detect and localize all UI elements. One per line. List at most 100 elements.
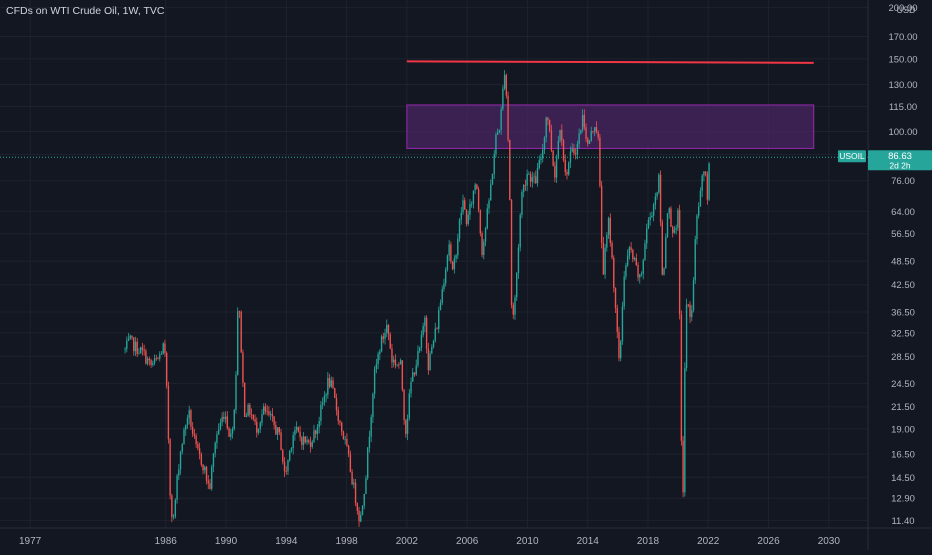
zone-rectangle[interactable] [406, 104, 815, 149]
candle-body [448, 244, 450, 256]
price-tick-label: 100.00 [888, 127, 917, 138]
candle-body [379, 351, 381, 354]
candle-body [188, 410, 190, 419]
candle-body [335, 397, 338, 411]
candle-body [165, 352, 168, 386]
candle-body [207, 480, 209, 484]
candle-body [519, 215, 521, 248]
candle-body [327, 378, 329, 395]
candle-body [614, 288, 617, 309]
candle-body [276, 427, 279, 435]
candle-body [585, 127, 587, 139]
candle-body [555, 158, 558, 178]
candle-body [697, 206, 700, 216]
time-tick-label: 2026 [757, 536, 780, 547]
time-axis[interactable]: 1977 1986 1990 1994 1998 2002 2006 2010 2014 2018… [0, 527, 932, 547]
candle-body [616, 308, 618, 332]
candle-body [406, 418, 409, 434]
candle-body [285, 471, 287, 472]
candle-body [133, 337, 135, 352]
candle-body [375, 364, 378, 370]
candle-body [347, 445, 350, 455]
candle-body [484, 228, 487, 242]
price-axis[interactable]: 200.00170.00150.00130.00115.00100.0088.0… [838, 0, 932, 550]
candles [124, 70, 710, 527]
resistance-line[interactable] [406, 60, 814, 64]
candle-body [219, 422, 222, 430]
candle-body [535, 176, 537, 184]
candle-body [462, 200, 464, 213]
candle-body [607, 217, 610, 235]
candle-body [354, 482, 357, 504]
candle-body [294, 429, 296, 435]
candle-body [382, 336, 384, 339]
candle-body [164, 343, 166, 353]
price-tick-label: 130.00 [888, 80, 917, 91]
candle-body [613, 257, 615, 289]
candle-body [633, 258, 636, 260]
candle-body [372, 393, 374, 418]
time-tick-label: 2030 [818, 536, 841, 547]
candle-body [283, 461, 286, 472]
candle-body [224, 416, 227, 419]
candle-body [509, 139, 511, 201]
candle-body [583, 114, 586, 128]
candle-body [573, 148, 575, 154]
time-tick-label: 2010 [516, 536, 539, 547]
candle-body [557, 140, 560, 159]
supply-zone[interactable] [406, 104, 815, 149]
price-tick-label: 170.00 [888, 32, 917, 43]
candle-body [131, 335, 133, 338]
candle-body [703, 171, 705, 176]
candle-body [275, 425, 277, 435]
candle-body [252, 415, 255, 420]
candle-body [308, 440, 310, 443]
candle-body [337, 410, 339, 421]
candle-body [153, 358, 156, 364]
candle-body [580, 130, 582, 134]
candle-body [682, 440, 684, 493]
candle-body [263, 406, 265, 415]
candle-body [458, 219, 461, 239]
candle-body [394, 359, 397, 366]
price-axis-panel [868, 0, 932, 550]
candle-body [609, 217, 612, 243]
candle-body [432, 340, 435, 347]
candle-body [212, 453, 215, 467]
candle-body [313, 430, 315, 443]
candle-body [587, 138, 589, 144]
candle-body [339, 420, 341, 423]
candle-body [401, 360, 404, 390]
candle-body [576, 143, 579, 155]
candle-body [443, 283, 445, 290]
candle-body [446, 255, 449, 270]
candle-body [418, 347, 421, 351]
candle-body [548, 120, 551, 131]
annotation-lines[interactable] [0, 60, 868, 158]
candle-body [344, 438, 346, 440]
candle-body [204, 466, 206, 471]
candle-body [157, 358, 159, 360]
candle-body [658, 174, 660, 193]
candle-body [278, 427, 281, 433]
candle-body [389, 334, 391, 349]
symbol-tag[interactable]: USOIL [838, 150, 866, 163]
candle-body [559, 130, 561, 141]
candle-body [704, 171, 707, 174]
candle-body [386, 324, 388, 333]
candle-body [292, 434, 294, 449]
price-tick-label: 21.50 [891, 402, 915, 413]
candle-body [521, 191, 523, 216]
candle-body [349, 454, 352, 472]
candle-body [540, 158, 542, 161]
candle-body [604, 247, 606, 275]
candle-body [316, 427, 319, 435]
candle-body [699, 190, 702, 207]
candle-body [495, 134, 497, 155]
price-tick-label: 14.50 [891, 473, 915, 484]
candle-body [259, 422, 261, 429]
symbol-legend[interactable]: CFDs on WTI Crude Oil, 1W, TVC [6, 5, 165, 17]
